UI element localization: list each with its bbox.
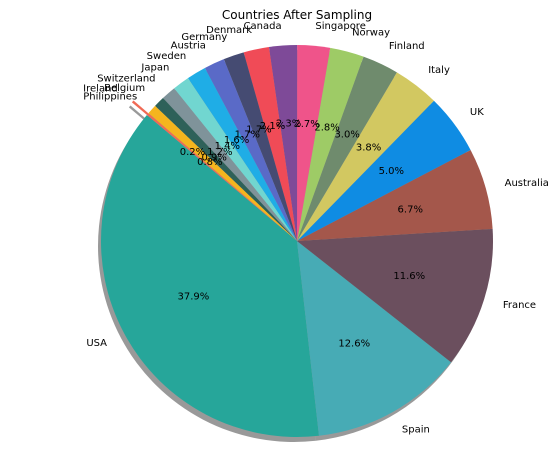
slice-pct-ireland: 0.2%: [180, 147, 205, 158]
slice-label-usa: USA: [86, 338, 107, 349]
wedge-finland: [297, 56, 397, 242]
wedge-belgium: [155, 98, 297, 242]
wedge-france: [297, 228, 493, 363]
slice-pct-spain: 12.6%: [338, 339, 370, 350]
slice-pct-australia: 6.7%: [398, 204, 423, 215]
wedge-canada: [268, 45, 298, 241]
slice-label-denmark: Denmark: [206, 25, 252, 36]
slice-pct-austria: 1.7%: [235, 129, 260, 140]
wedge-sweden: [187, 68, 297, 241]
slice-label-italy: Italy: [428, 65, 450, 76]
slice-pct-philippines: 0.8%: [197, 157, 222, 168]
slice-label-austria: Austria: [171, 41, 206, 52]
slice-label-spain: Spain: [402, 424, 430, 435]
chart-title: Countries After Sampling: [222, 8, 372, 22]
slice-pct-canada: 2.3%: [276, 119, 301, 130]
slice-label-switzerland: Switzerland: [97, 73, 155, 84]
wedge-uk: [297, 100, 471, 241]
slice-label-japan: Japan: [140, 62, 169, 73]
pie-labels: USA 37.9% Spain 12.6% France 11.6% Australia 6.…: [83, 21, 548, 435]
wedge-australia: [297, 149, 493, 241]
slice-label-norway: Norway: [352, 28, 390, 39]
slice-label-germany: Germany: [181, 32, 227, 43]
wedge-germany: [223, 52, 297, 241]
slice-pct-denmark: 2.1%: [260, 121, 285, 132]
slice-pct-france: 11.6%: [393, 271, 425, 282]
slice-pct-italy: 3.8%: [356, 143, 381, 154]
slice-pct-belgium: 0.9%: [201, 153, 226, 164]
wedge-singapore: [297, 45, 331, 242]
slice-label-singapore: Singapore: [315, 21, 365, 32]
slice-label-canada: Canada: [244, 21, 282, 32]
wedge-ireland: [131, 100, 283, 229]
slice-pct-norway: 2.8%: [314, 122, 339, 133]
wedge-norway: [297, 47, 364, 241]
wedge-austria: [204, 59, 297, 242]
slice-label-philippines: Philippines: [83, 91, 137, 102]
slice-pct-usa: 37.9%: [177, 292, 209, 303]
slice-pct-switzerland: 1.2%: [207, 147, 232, 158]
slice-pct-japan: 1.4%: [215, 141, 240, 152]
slice-label-ireland: Ireland: [83, 84, 118, 95]
slice-pct-uk: 5.0%: [379, 166, 404, 177]
slice-label-australia: Australia: [505, 178, 548, 189]
wedge-spain: [297, 241, 452, 436]
wedge-italy: [297, 72, 434, 241]
wedge-usa: [100, 115, 319, 438]
slice-label-sweden: Sweden: [147, 51, 187, 62]
slice-label-belgium: Belgium: [104, 83, 145, 94]
slice-pct-finland: 3.0%: [334, 130, 359, 141]
slice-pct-germany: 1.7%: [246, 125, 271, 136]
wedge-switzerland: [162, 88, 297, 241]
slice-label-uk: UK: [470, 107, 484, 118]
slice-label-finland: Finland: [389, 41, 425, 52]
wedge-philippines: [148, 105, 297, 242]
slice-label-france: France: [503, 300, 536, 311]
wedge-japan: [174, 78, 297, 241]
slice-pct-singapore: 2.7%: [294, 119, 319, 130]
wedge-denmark: [243, 47, 297, 241]
slice-pct-sweden: 1.6%: [224, 135, 249, 146]
pie-wedges: [100, 45, 493, 438]
